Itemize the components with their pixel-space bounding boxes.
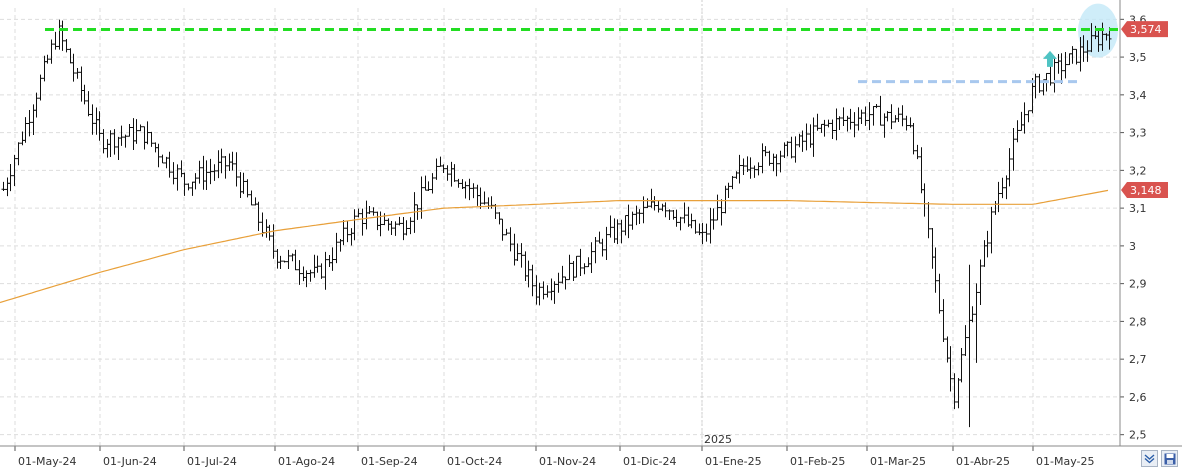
- y-tick-label: 3,4: [1129, 89, 1147, 102]
- moving-average-line: [0, 189, 1109, 304]
- floppy-disk-icon[interactable]: [1161, 450, 1178, 467]
- last-price-badge-bg: [1121, 21, 1168, 38]
- x-tick-label: 01-Mar-25: [870, 455, 926, 468]
- moving-average-badge-bg: [1121, 181, 1168, 198]
- year-label: 2025: [704, 433, 732, 446]
- x-tick-label: 01-May-25: [1036, 455, 1094, 468]
- x-tick-label: 01-Abr-25: [956, 455, 1010, 468]
- last-price-badge-label: 3,574: [1130, 23, 1162, 36]
- x-tick-label: 01-Jun-24: [103, 455, 157, 468]
- moving-average-layer: [0, 189, 1109, 304]
- y-tick-label: 2,6: [1129, 391, 1147, 404]
- arrow-up-icon: [1043, 50, 1057, 67]
- y-tick-label: 3,1: [1129, 202, 1147, 215]
- y-tick-label: 3,3: [1129, 127, 1147, 140]
- x-tick-label: 01-Feb-25: [790, 455, 845, 468]
- y-tick-label: 2,5: [1129, 429, 1147, 442]
- y-tick-label: 3: [1129, 240, 1136, 253]
- double-chevron-down-icon[interactable]: [1141, 450, 1158, 467]
- y-tick-label: 3,5: [1129, 51, 1147, 64]
- y-tick-label: 2,9: [1129, 278, 1147, 291]
- annotation-layer-front: [45, 28, 1118, 84]
- x-tick-label: 01-Ago-24: [278, 455, 335, 468]
- y-tick-label: 2,7: [1129, 353, 1147, 366]
- y-tick-label: 2,8: [1129, 315, 1147, 328]
- ohlc-bars: [1, 19, 1112, 428]
- moving-average-badge-label: 3,148: [1130, 184, 1162, 197]
- x-tick-label: 01-Jul-24: [187, 455, 237, 468]
- y-tick-label: 3,2: [1129, 164, 1147, 177]
- grid: [0, 0, 1120, 446]
- x-tick-label: 01-Nov-24: [539, 455, 596, 468]
- x-tick-label: 01-Oct-24: [447, 455, 502, 468]
- x-tick-label: 01-May-24: [18, 455, 76, 468]
- x-tick-label: 01-Sep-24: [361, 455, 418, 468]
- x-tick-label: 01-Dic-24: [623, 455, 677, 468]
- x-tick-label: 01-Ene-25: [705, 455, 762, 468]
